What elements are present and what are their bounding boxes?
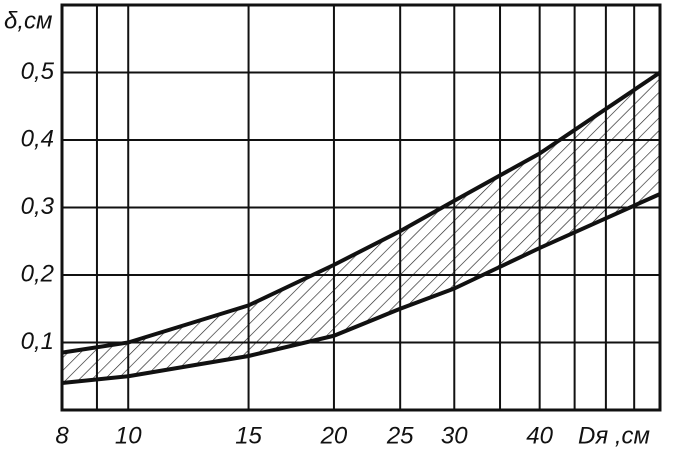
y-tick-label: 0,3	[21, 193, 55, 220]
plot-frame	[60, 3, 662, 412]
x-tick-label: 30	[441, 422, 468, 449]
y-axis-label: δ,см	[4, 7, 52, 34]
x-tick-label: 15	[235, 422, 262, 449]
y-tick-label: 0,1	[21, 328, 54, 355]
y-tick-label: 0,5	[21, 58, 55, 85]
boundary-line	[61, 192, 661, 385]
x-axis-label: Dя ,см	[578, 422, 650, 449]
x-tick-label: 10	[115, 422, 142, 449]
y-tick-label: 0,2	[21, 260, 54, 287]
x-tick-label: 20	[320, 422, 348, 449]
y-tick-label: 0,4	[21, 125, 54, 152]
x-tick-label: 8	[55, 422, 69, 449]
boundary-line	[61, 70, 662, 355]
x-tick-label: 40	[526, 422, 553, 449]
x-tick-label: 25	[386, 422, 414, 449]
